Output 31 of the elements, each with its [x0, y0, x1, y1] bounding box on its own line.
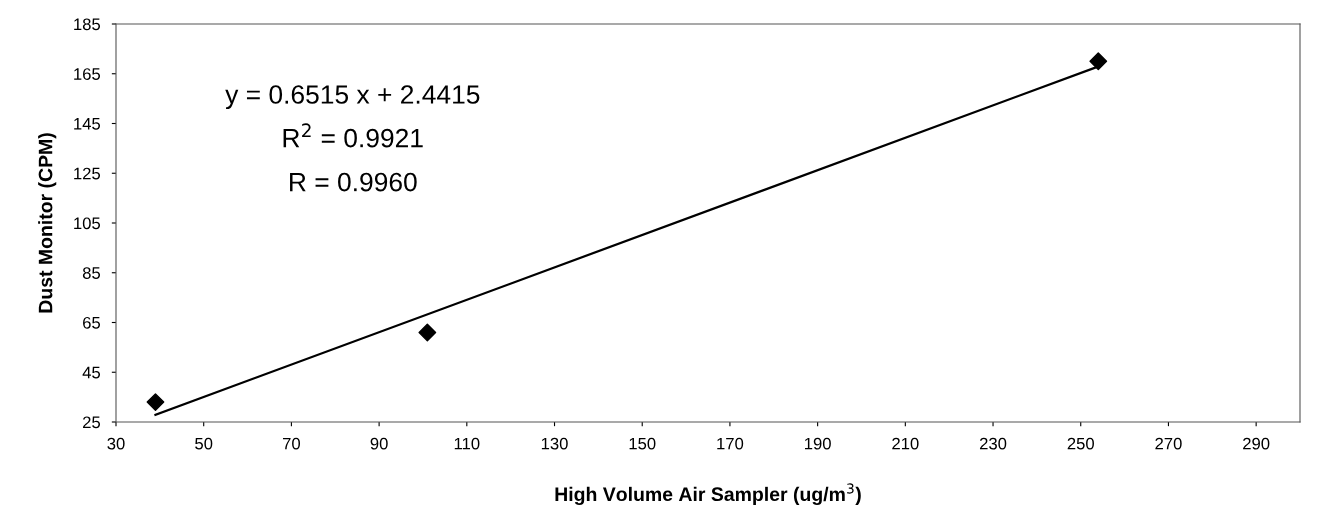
x-tick-label: 290	[1243, 437, 1270, 450]
y-tick-label: 145	[74, 118, 101, 130]
x-tick-label: 190	[805, 437, 831, 450]
y-tick-label: 25	[83, 416, 101, 429]
x-tick-label: 50	[195, 437, 213, 450]
x-tick-label: 130	[541, 437, 568, 450]
x-tick-label: 270	[1155, 437, 1182, 450]
point	[1089, 52, 1108, 71]
annotation: R = 0.9960	[290, 172, 417, 192]
point	[418, 323, 437, 342]
point	[146, 393, 165, 412]
x-tick-label: 90	[370, 437, 388, 450]
x-tick-label: 230	[979, 437, 1007, 450]
y-tick-label: 165	[74, 68, 101, 80]
y-tick-label: 85	[82, 267, 101, 279]
annotation: R$^{2}$ = 0.9921	[283, 123, 423, 148]
y-tick-label: 65	[83, 316, 101, 329]
x-tick-label: 150	[629, 437, 656, 450]
x-tick-label: 30	[107, 437, 125, 450]
x-tick-label: 110	[454, 437, 480, 450]
y-tick-label: 125	[74, 167, 101, 180]
y-tick-label: 105	[74, 217, 101, 230]
y-tick-label: 185	[74, 18, 101, 31]
x-tick-label: 70	[282, 437, 301, 450]
y-axis-title: Dust Monitor (CPM)	[38, 133, 57, 313]
y-tick-label: 45	[82, 366, 101, 379]
x-axis-title: High Volume Air Sampler (ug/m$^{3}$)	[555, 483, 861, 506]
annotation: y = 0.6515 x + 2.4415	[225, 85, 480, 110]
x-tick-label: 210	[892, 437, 919, 450]
x-tick-label: 170	[717, 437, 744, 450]
x-tick-label: 250	[1067, 437, 1094, 450]
